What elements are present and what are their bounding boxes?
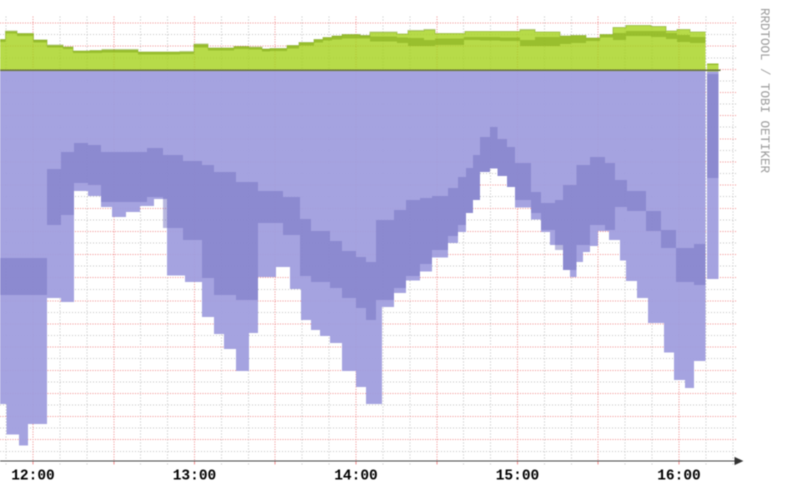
svg-text:12:00: 12:00 (11, 469, 55, 485)
svg-text:13:00: 13:00 (173, 469, 217, 485)
svg-text:16:00: 16:00 (657, 469, 701, 485)
svg-text:15:00: 15:00 (496, 469, 540, 485)
svg-text:14:00: 14:00 (334, 469, 378, 485)
